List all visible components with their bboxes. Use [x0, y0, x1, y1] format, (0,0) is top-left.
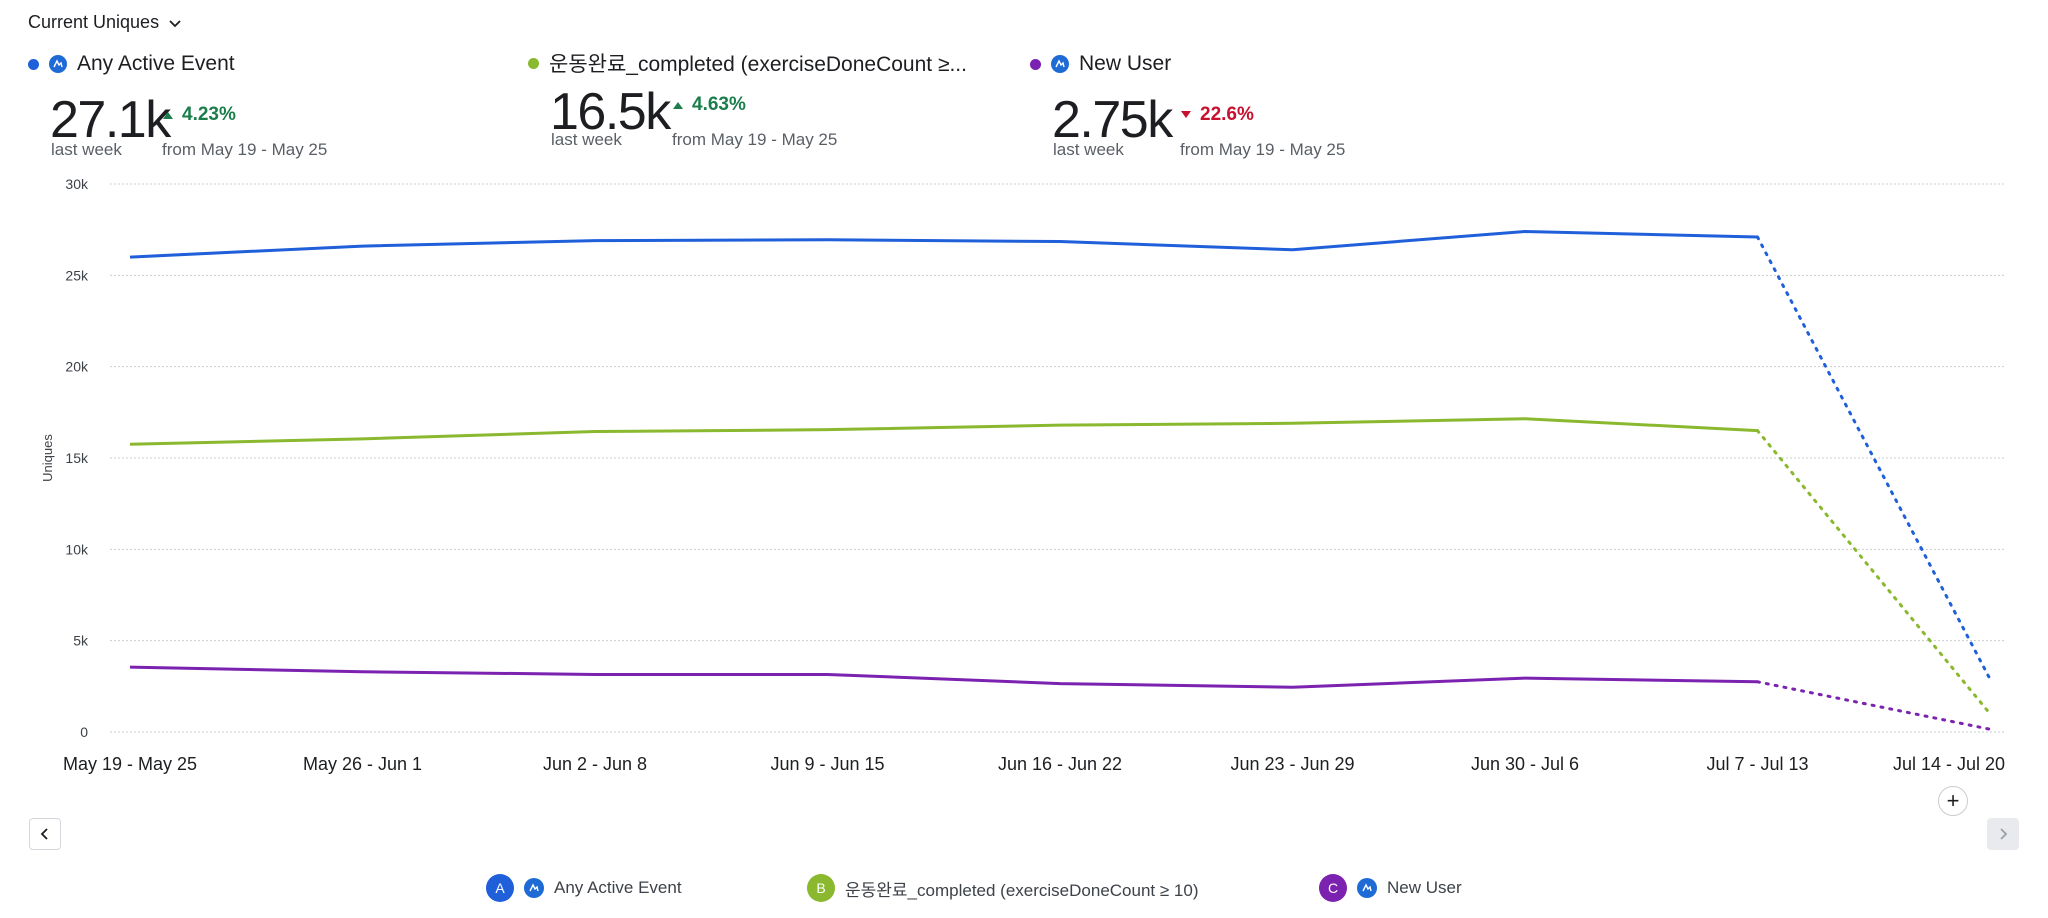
- chart-legend: A Any Active Event B 운동완료_completed (exe…: [0, 874, 2048, 904]
- x-tick-label: Jun 2 - Jun 8: [543, 754, 647, 774]
- add-annotation-button[interactable]: +: [1938, 786, 1968, 816]
- series-line-incomplete-a: [1756, 235, 1992, 681]
- series-line-c: [129, 665, 1758, 689]
- kpi-name: Any Active Event: [77, 52, 235, 75]
- kpi-name: 운동완료_completed (exerciseDoneCount ≥...: [549, 53, 967, 76]
- amplitude-event-icon: [524, 878, 544, 898]
- series-color-dot: [1030, 58, 1041, 70]
- chevron-right-icon: [2000, 828, 2008, 840]
- triangle-down-icon: [1181, 111, 1191, 118]
- legend-label: 운동완료_completed (exerciseDoneCount ≥ 10): [845, 880, 1199, 900]
- metric-selector[interactable]: Current Uniques: [28, 12, 183, 33]
- kpi-period: last week: [551, 130, 622, 149]
- kpi-delta-value: 4.23%: [182, 104, 236, 125]
- series-letter-badge: A: [486, 874, 514, 902]
- x-tick-label: Jul 14 - Jul 20: [1893, 754, 2005, 774]
- line-chart: 0 5k 10k 15k 20k 25k 30k Uniques May 19 - May 25…: [40, 176, 2005, 774]
- legend-label: Any Active Event: [554, 878, 682, 897]
- y-tick-label: 20k: [65, 359, 89, 375]
- x-tick-label: May 19 - May 25: [63, 754, 197, 774]
- triangle-up-icon: [673, 102, 683, 109]
- amplitude-event-icon: [49, 55, 67, 73]
- x-tick-label: Jun 23 - Jun 29: [1230, 754, 1354, 774]
- kpi-delta-value: 4.63%: [692, 94, 746, 115]
- legend-label: New User: [1387, 878, 1462, 897]
- kpi-value: 27.1k: [50, 91, 171, 149]
- x-tick-label: Jun 30 - Jul 6: [1471, 754, 1579, 774]
- series-color-dot: [528, 57, 539, 69]
- amplitude-event-icon: [1357, 878, 1377, 898]
- x-tick-label: Jun 16 - Jun 22: [998, 754, 1122, 774]
- kpi-card-new-user: New User 2.75k last week 22.6% from May …: [1030, 52, 1510, 164]
- metric-selector-label: Current Uniques: [28, 12, 160, 32]
- legend-item-b[interactable]: B 운동완료_completed (exerciseDoneCount ≥ 10…: [807, 874, 1199, 902]
- kpi-card-any-active-event: Any Active Event 27.1k last week 4.23% f…: [28, 52, 508, 164]
- y-tick-label: 0: [80, 724, 88, 740]
- kpi-value: 16.5k: [550, 83, 671, 141]
- plus-icon: +: [1946, 788, 1960, 813]
- series-letter-badge: C: [1319, 874, 1347, 902]
- x-tick-label: May 26 - Jun 1: [303, 754, 422, 774]
- x-tick-label: Jun 9 - Jun 15: [770, 754, 884, 774]
- kpi-delta-value: 22.6%: [1200, 104, 1254, 125]
- amplitude-event-icon: [1051, 55, 1069, 73]
- scroll-left-button[interactable]: [29, 818, 61, 850]
- chevron-left-icon: [40, 828, 48, 840]
- chevron-down-icon: [169, 19, 181, 27]
- kpi-card-exercise-completed: 운동완료_completed (exerciseDoneCount ≥... 1…: [528, 48, 1008, 160]
- kpi-period: last week: [1053, 140, 1124, 159]
- kpi-name: New User: [1079, 52, 1172, 75]
- kpi-delta: 22.6%: [1180, 104, 1254, 126]
- y-tick-label: 5k: [73, 633, 89, 649]
- x-tick-label: Jul 7 - Jul 13: [1706, 754, 1808, 774]
- series-line-a: [129, 229, 1758, 259]
- kpi-compare-range: from May 19 - May 25: [1180, 140, 1346, 159]
- series-line-incomplete-b: [1756, 429, 1992, 716]
- scroll-right-button[interactable]: [1987, 818, 2019, 850]
- triangle-up-icon: [163, 112, 173, 119]
- y-tick-label: 15k: [65, 450, 89, 466]
- legend-item-a[interactable]: A Any Active Event: [486, 874, 682, 902]
- series-letter-badge: B: [807, 874, 835, 902]
- kpi-period: last week: [51, 140, 122, 159]
- kpi-value: 2.75k: [1052, 91, 1173, 149]
- legend-item-c[interactable]: C New User: [1319, 874, 1462, 902]
- series-line-incomplete-c: [1756, 680, 1992, 731]
- y-tick-label: 10k: [65, 541, 89, 557]
- y-tick-label: 30k: [65, 176, 89, 192]
- kpi-delta: 4.23%: [162, 104, 236, 126]
- kpi-compare-range: from May 19 - May 25: [672, 130, 838, 149]
- kpi-delta: 4.63%: [672, 94, 746, 116]
- series-color-dot: [28, 58, 39, 70]
- y-tick-label: 25k: [65, 267, 89, 283]
- y-axis-label: Uniques: [40, 434, 55, 482]
- series-line-b: [129, 417, 1758, 446]
- kpi-compare-range: from May 19 - May 25: [162, 140, 328, 159]
